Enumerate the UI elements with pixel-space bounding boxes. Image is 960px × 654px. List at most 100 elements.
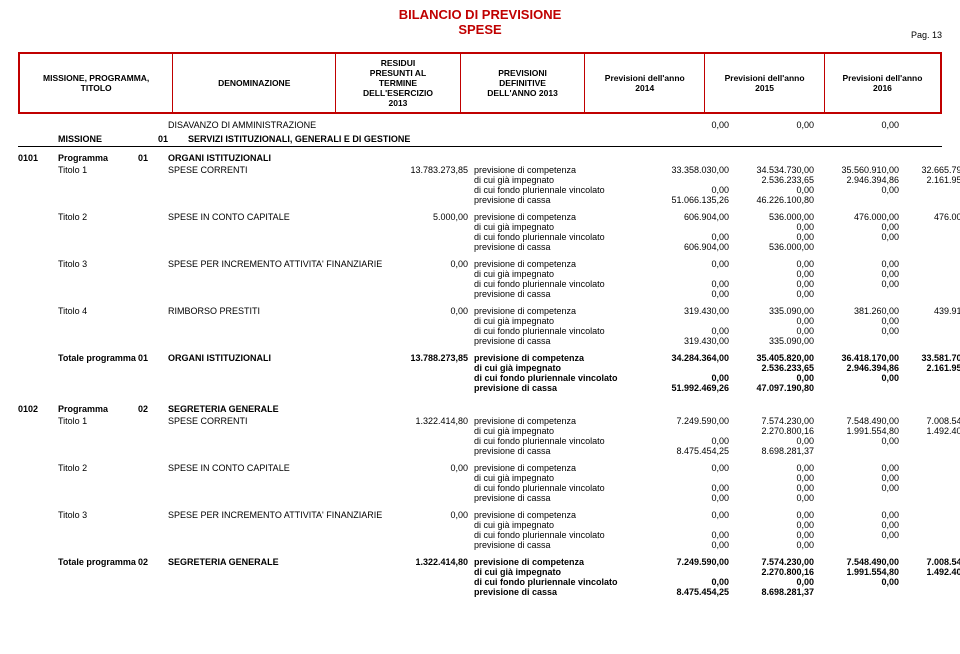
val-2015: 0,00 bbox=[814, 373, 899, 383]
titolo-name: SPESE PER INCREMENTO ATTIVITA' FINANZIAR… bbox=[168, 510, 398, 520]
val-2013: 0,00 bbox=[644, 510, 729, 520]
val-2015: 0,00 bbox=[814, 279, 899, 289]
val-2014: 0,00 bbox=[729, 279, 814, 289]
missione-name: SERVIZI ISTITUZIONALI, GENERALI E DI GES… bbox=[188, 134, 410, 144]
val-2014: 0,00 bbox=[729, 520, 814, 530]
disavanzo-v4: 0,00 bbox=[899, 120, 960, 130]
line-desc: di cui già impegnato bbox=[468, 269, 644, 279]
val-2013: 0,00 bbox=[644, 185, 729, 195]
table-row: di cui fondo pluriennale vincolato0,000,… bbox=[18, 577, 942, 587]
val-2013: 0,00 bbox=[644, 530, 729, 540]
val-2016: 439.910,00 bbox=[899, 306, 960, 316]
val-2014: 536.000,00 bbox=[729, 242, 814, 252]
titolo-label: Titolo 2 bbox=[58, 463, 138, 473]
residui-value: 0,00 bbox=[398, 463, 468, 473]
val-2014: 0,00 bbox=[729, 222, 814, 232]
val-2015: 2.946.394,86 bbox=[814, 363, 899, 373]
title-line-2: SPESE bbox=[458, 22, 501, 37]
table-row: di cui già impegnato0,000,000,00 bbox=[18, 473, 942, 483]
titolo-name: RIMBORSO PRESTITI bbox=[168, 306, 398, 316]
table-row: di cui già impegnato2.270.800,161.991.55… bbox=[18, 567, 942, 577]
val-2016: 0,00 bbox=[899, 316, 960, 326]
table-row: di cui già impegnato0,000,000,00 bbox=[18, 520, 942, 530]
titolo-name: SPESE IN CONTO CAPITALE bbox=[168, 463, 398, 473]
val-2013: 34.284.364,00 bbox=[644, 353, 729, 363]
residui-value: 0,00 bbox=[398, 306, 468, 316]
residui-value: 13.783.273,85 bbox=[398, 165, 468, 175]
val-2015: 0,00 bbox=[814, 510, 899, 520]
val-2016: 7.008.540,00 bbox=[899, 416, 960, 426]
val-2014: 0,00 bbox=[729, 510, 814, 520]
table-row: di cui fondo pluriennale vincolato0,000,… bbox=[18, 279, 942, 289]
val-2016: 0,00 bbox=[899, 530, 960, 540]
header-col-4: PREVISIONIDEFINITIVEDELL'ANNO 2013 bbox=[461, 54, 586, 112]
val-2014: 2.270.800,16 bbox=[729, 567, 814, 577]
titolo-label: Titolo 1 bbox=[58, 165, 138, 175]
residui-value: 0,00 bbox=[398, 510, 468, 520]
val-2016: 0,00 bbox=[899, 520, 960, 530]
table-row: di cui fondo pluriennale vincolato0,000,… bbox=[18, 232, 942, 242]
line-desc: previsione di competenza bbox=[468, 510, 644, 520]
line-desc: di cui fondo pluriennale vincolato bbox=[468, 577, 644, 587]
val-2015: 1.991.554,80 bbox=[814, 426, 899, 436]
table-row: Titolo 3SPESE PER INCREMENTO ATTIVITA' F… bbox=[18, 259, 942, 269]
val-2015: 476.000,00 bbox=[814, 212, 899, 222]
val-2014: 7.574.230,00 bbox=[729, 416, 814, 426]
val-2016: 0,00 bbox=[899, 373, 960, 383]
val-2015: 0,00 bbox=[814, 185, 899, 195]
val-2015: 0,00 bbox=[814, 577, 899, 587]
val-2014: 335.090,00 bbox=[729, 306, 814, 316]
table-row: di cui già impegnato2.536.233,652.946.39… bbox=[18, 175, 942, 185]
prog2-label: Programma bbox=[58, 404, 138, 414]
val-2014: 0,00 bbox=[729, 540, 814, 550]
val-2014: 0,00 bbox=[729, 269, 814, 279]
val-2014: 0,00 bbox=[729, 530, 814, 540]
val-2013: 0,00 bbox=[644, 373, 729, 383]
line-desc: di cui fondo pluriennale vincolato bbox=[468, 232, 644, 242]
table-row: Titolo 1SPESE CORRENTI13.783.273,85previ… bbox=[18, 165, 942, 175]
val-2014: 0,00 bbox=[729, 577, 814, 587]
table-row: Titolo 2SPESE IN CONTO CAPITALE5.000,00p… bbox=[18, 212, 942, 222]
titolo-label: Titolo 3 bbox=[58, 259, 138, 269]
val-2015: 0,00 bbox=[814, 463, 899, 473]
val-2014: 0,00 bbox=[729, 326, 814, 336]
line-desc: previsione di cassa bbox=[468, 242, 644, 252]
titolo-sub: 01 bbox=[138, 353, 168, 363]
prog1-name: ORGANI ISTITUZIONALI bbox=[168, 153, 398, 163]
table-row: Titolo 3SPESE PER INCREMENTO ATTIVITA' F… bbox=[18, 510, 942, 520]
titolo-sub: 02 bbox=[138, 557, 168, 567]
val-2013: 51.066.135,26 bbox=[644, 195, 729, 205]
val-2014: 2.536.233,65 bbox=[729, 363, 814, 373]
titolo-label: Titolo 4 bbox=[58, 306, 138, 316]
val-2013: 0,00 bbox=[644, 436, 729, 446]
val-2013: 0,00 bbox=[644, 577, 729, 587]
line-desc: di cui già impegnato bbox=[468, 175, 644, 185]
table-row: previsione di cassa8.475.454,258.698.281… bbox=[18, 446, 942, 456]
val-2016: 0,00 bbox=[899, 510, 960, 520]
val-2015: 0,00 bbox=[814, 232, 899, 242]
residui-value: 5.000,00 bbox=[398, 212, 468, 222]
prog2-code: 0102 bbox=[18, 404, 58, 414]
table-row: di cui fondo pluriennale vincolato0,000,… bbox=[18, 326, 942, 336]
prog1-sub: 01 bbox=[138, 153, 168, 163]
val-2013: 606.904,00 bbox=[644, 212, 729, 222]
programma-02-row: 0102 Programma 02 SEGRETERIA GENERALE bbox=[18, 404, 942, 414]
line-desc: previsione di cassa bbox=[468, 195, 644, 205]
line-desc: di cui fondo pluriennale vincolato bbox=[468, 436, 644, 446]
val-2015: 0,00 bbox=[814, 483, 899, 493]
header-col-3: RESIDUIPRESUNTI ALTERMINEDELL'ESERCIZIO2… bbox=[336, 54, 461, 112]
val-2014: 0,00 bbox=[729, 185, 814, 195]
line-desc: di cui fondo pluriennale vincolato bbox=[468, 483, 644, 493]
table-row: previsione di cassa51.066.135,2646.226.1… bbox=[18, 195, 942, 205]
page-title: BILANCIO DI PREVISIONE SPESE bbox=[18, 8, 942, 38]
line-desc: previsione di competenza bbox=[468, 463, 644, 473]
line-desc: di cui già impegnato bbox=[468, 473, 644, 483]
titolo-label: Titolo 1 bbox=[58, 416, 138, 426]
line-desc: di cui fondo pluriennale vincolato bbox=[468, 373, 644, 383]
table-row: Totale programma01ORGANI ISTITUZIONALI13… bbox=[18, 353, 942, 363]
titolo-block: Totale programma01ORGANI ISTITUZIONALI13… bbox=[18, 353, 942, 393]
titolo-block: Titolo 2SPESE IN CONTO CAPITALE5.000,00p… bbox=[18, 212, 942, 252]
val-2015: 1.991.554,80 bbox=[814, 567, 899, 577]
val-2016: 2.161.950,07 bbox=[899, 175, 960, 185]
titolo-block: Titolo 3SPESE PER INCREMENTO ATTIVITA' F… bbox=[18, 510, 942, 550]
